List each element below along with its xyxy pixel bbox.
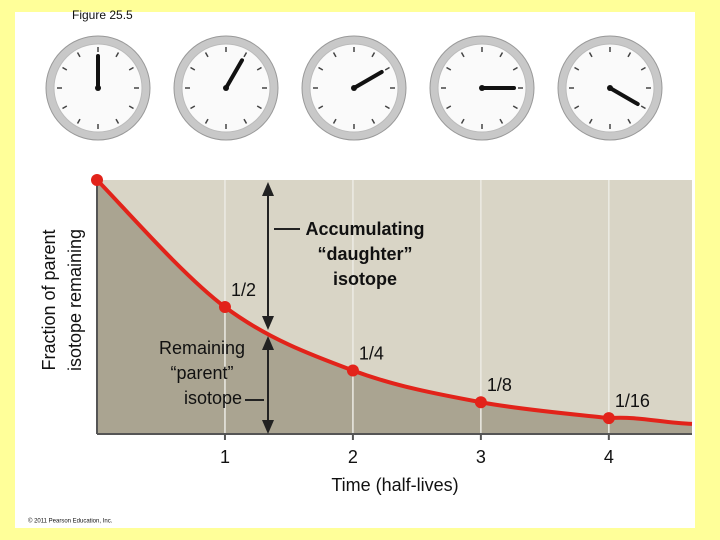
y-axis-label: isotope remaining <box>65 229 85 371</box>
value-label: 1/16 <box>615 391 650 411</box>
clock-tick <box>460 52 465 58</box>
clock-tick <box>62 66 68 71</box>
arrow-head <box>262 420 274 434</box>
arrow-head <box>262 182 274 196</box>
y-axis-label: Fraction of parent <box>39 229 59 370</box>
annotation: Accumulating <box>305 219 424 239</box>
annotation: “parent” <box>170 363 233 383</box>
annotation: isotope <box>184 388 242 408</box>
data-point <box>91 174 103 186</box>
clock-hand <box>608 86 640 106</box>
clock-tick <box>243 52 248 58</box>
figure-label: Figure 25.5 <box>72 8 133 22</box>
clock-tick <box>460 118 465 124</box>
annotation: Remaining <box>159 338 245 358</box>
clock-tick <box>574 66 580 71</box>
clock-tick <box>627 52 632 58</box>
clock-tick <box>446 105 452 110</box>
area-fill <box>97 180 692 434</box>
clock-tick <box>640 105 646 110</box>
clock-tick <box>62 105 68 110</box>
clock-hand <box>224 58 244 90</box>
value-label: 1/2 <box>231 280 256 300</box>
clock-tick <box>204 118 209 124</box>
data-point <box>602 412 615 425</box>
arrow-head <box>262 316 274 330</box>
x-tick-label: 4 <box>604 447 614 467</box>
clock-tick <box>76 118 81 124</box>
clock-tick <box>588 118 593 124</box>
clock-tick <box>371 52 376 58</box>
data-point <box>474 396 487 409</box>
clock-center <box>479 85 485 91</box>
clocks <box>45 35 663 141</box>
plot: 1 2 3 4 1/2 1/4 1/8 1/16 Accumulating “daughter” i… <box>39 174 693 495</box>
clock-tick <box>332 52 337 58</box>
annotation: isotope <box>333 269 397 289</box>
x-tick-label: 3 <box>476 447 486 467</box>
data-point <box>346 364 359 377</box>
arrow-head <box>262 336 274 350</box>
decay-curve-tail <box>608 415 693 426</box>
clock-tick <box>204 52 209 58</box>
clock-center <box>95 85 101 91</box>
clock-tick <box>640 66 646 71</box>
x-axis-label: Time (half-lives) <box>331 475 458 495</box>
clock-tick <box>384 105 390 110</box>
clock-tick <box>256 105 262 110</box>
copyright: © 2011 Pearson Education, Inc. <box>28 518 113 525</box>
clock-tick <box>76 52 81 58</box>
value-label: 1/4 <box>359 343 384 363</box>
clock-tick <box>190 66 196 71</box>
clock-tick <box>190 105 196 110</box>
clock-tick <box>512 105 518 110</box>
clock-tick <box>318 66 324 71</box>
clock-tick <box>627 118 632 124</box>
clock-tick <box>332 118 337 124</box>
clock-tick <box>115 118 120 124</box>
x-tick-label: 1 <box>220 447 230 467</box>
clock-center <box>351 85 357 91</box>
clock-tick <box>588 52 593 58</box>
x-tick-label: 2 <box>348 447 358 467</box>
clock-tick <box>115 52 120 58</box>
annotation: “daughter” <box>317 244 412 264</box>
clock-tick <box>499 118 504 124</box>
clock-tick <box>384 66 390 71</box>
clock-tick <box>243 118 248 124</box>
clock-tick <box>446 66 452 71</box>
clock-hand <box>352 70 384 90</box>
value-label: 1/8 <box>487 375 512 395</box>
clock-tick <box>256 66 262 71</box>
clock-tick <box>512 66 518 71</box>
clock-tick <box>574 105 580 110</box>
clock-tick <box>128 66 134 71</box>
data-point <box>218 301 231 313</box>
clock-center <box>223 85 229 91</box>
clock-center <box>607 85 613 91</box>
clock-tick <box>371 118 376 124</box>
clock-tick <box>499 52 504 58</box>
clock-tick <box>128 105 134 110</box>
clock-tick <box>318 105 324 110</box>
